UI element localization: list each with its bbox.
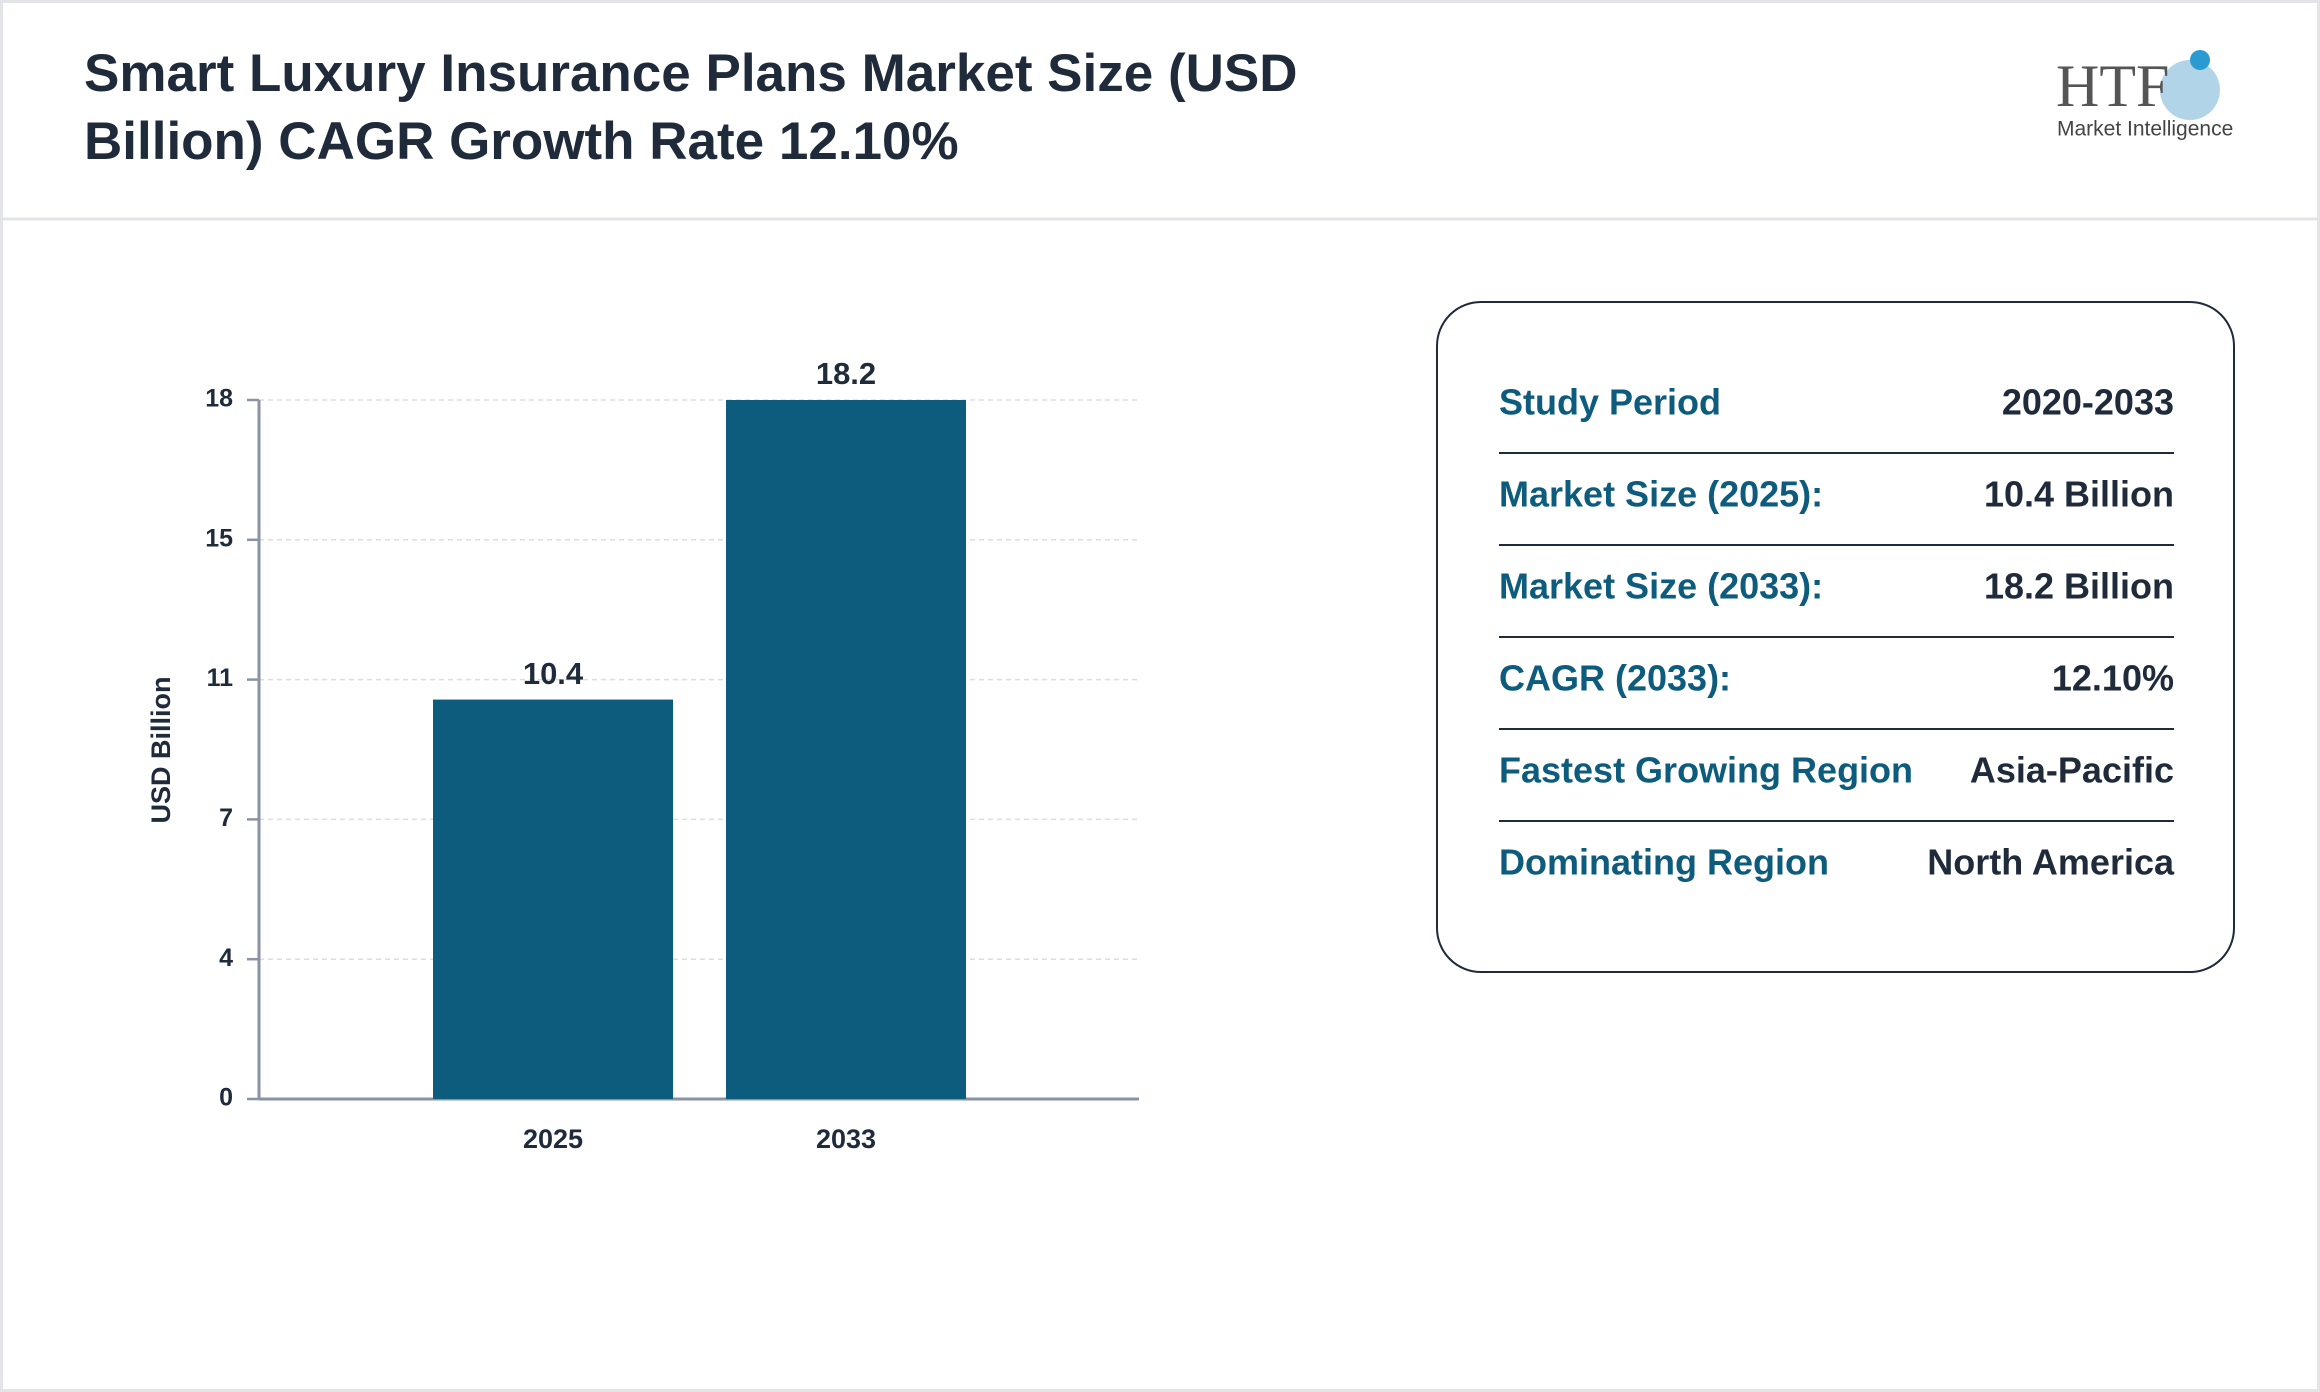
y-tick-label: 0 [219,1084,233,1112]
y-tick-label: 11 [207,664,234,692]
info-value: 18.2 Billion [1984,566,2174,607]
y-tick-label: 4 [219,944,233,972]
info-value: Asia-Pacific [1970,750,2174,791]
x-tick-label: 2033 [816,1124,876,1154]
y-axis-label: USD Billion [146,677,176,824]
logo-icon [2190,50,2210,70]
logo-icon [2160,60,2220,120]
info-label: Study Period [1499,382,1721,423]
bar [726,400,966,1099]
info-value: 2020-2033 [2002,382,2174,423]
chart-title: Smart Luxury Insurance Plans Market Size… [84,44,1298,103]
y-tick-label: 15 [205,524,233,552]
data-label: 18.2 [816,356,876,391]
logo-text: Market Intelligence [2057,118,2233,141]
chart: 0 4 7 11 15 18 USD Billion 2025 10.4 2033 18.2 [146,356,1139,1154]
info-label: Market Size (2025): [1499,474,1823,515]
info-value: 12.10% [2052,658,2174,699]
y-tick-label: 7 [219,804,233,832]
logo: HTF Market Intelligence [2056,50,2233,141]
info-table: Study Period 2020-2033 Market Size (2025):… [1499,382,2175,883]
data-label: 10.4 [523,656,584,691]
info-label: CAGR (2033): [1499,658,1731,699]
chart-title-line: Billion) CAGR Growth Rate 12.10% [84,112,959,171]
info-value: 10.4 Billion [1984,474,2174,515]
y-tick-label: 18 [205,385,233,413]
bar [433,699,673,1099]
info-value: North America [1927,842,2175,883]
x-tick-label: 2025 [523,1124,583,1154]
info-label: Fastest Growing Region [1499,750,1913,791]
logo-mark: HTF [2056,53,2169,119]
info-label: Market Size (2033): [1499,566,1823,607]
info-label: Dominating Region [1499,842,1829,883]
